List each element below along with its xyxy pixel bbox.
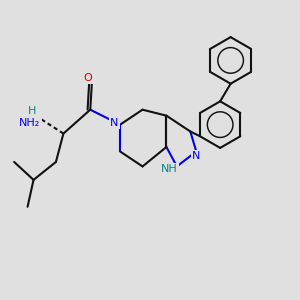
Text: N: N (110, 118, 118, 128)
Text: O: O (84, 73, 93, 83)
Text: O: O (84, 73, 93, 83)
Text: H: H (28, 106, 36, 116)
Text: NH: NH (161, 164, 178, 174)
Text: NH: NH (161, 164, 178, 174)
Text: N: N (110, 118, 118, 128)
Text: NH₂: NH₂ (19, 118, 40, 128)
Text: N: N (192, 151, 200, 161)
Text: H: H (28, 106, 36, 116)
Text: NH₂: NH₂ (19, 118, 40, 128)
Text: N: N (192, 151, 200, 161)
